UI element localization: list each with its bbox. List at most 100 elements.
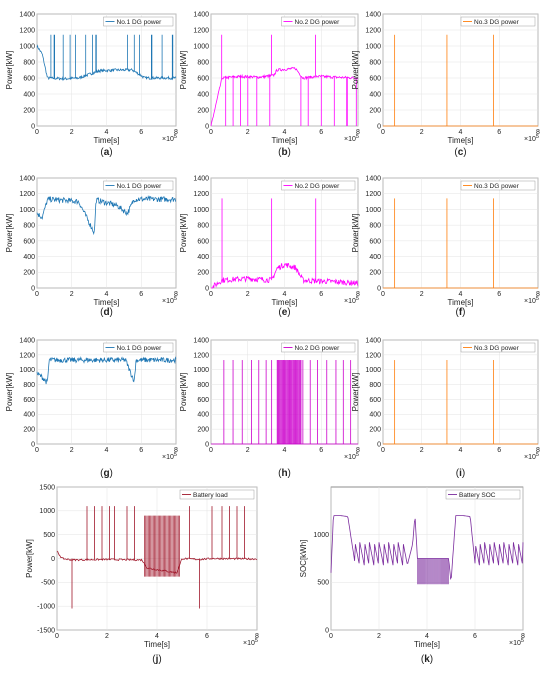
x-exponent: ×105: [509, 638, 524, 647]
y-tick-label: 1400: [193, 337, 209, 344]
x-exponent: ×105: [344, 296, 359, 305]
panel-c: 0 2 4 6 8 0 200 400 600 800 1000 1200 1400 ×105 Time[s…: [351, 11, 540, 158]
y-tick-label: 1200: [365, 191, 381, 198]
y-tick-label: 0: [205, 441, 209, 448]
panel-label: (d): [100, 307, 113, 318]
y-tick-label: 600: [197, 75, 209, 82]
x-tick-label: 6: [139, 129, 143, 136]
y-tick-label: 600: [23, 397, 35, 404]
legend-box: [281, 342, 356, 353]
panel-label-part: ): [463, 147, 466, 158]
panel-label-part: (: [455, 307, 459, 318]
y-axis-label: Power[kW]: [179, 373, 188, 412]
x-tick-label: 6: [473, 633, 477, 640]
panel-h: 0 2 4 6 8 0 200 400 600 800 1000 1200 1400 ×105 Power[…: [179, 337, 360, 479]
y-tick-label: 800: [369, 382, 381, 389]
y-tick-label: 800: [197, 223, 209, 230]
y-axis-label: Power[kW]: [179, 214, 188, 253]
x-tick-label: 0: [35, 291, 39, 298]
x-exponent-power: 5: [174, 452, 177, 458]
series-line: [211, 262, 359, 289]
x-tick-label: 4: [459, 291, 463, 298]
panel-b: 0 2 4 6 8 0 200 400 600 800 1000 1200 1400 ×105 Time[s…: [179, 11, 360, 158]
legend-box: [281, 16, 356, 27]
x-exponent: ×105: [524, 134, 539, 143]
panel-f: 0 2 4 6 8 0 200 400 600 800 1000 1200 1400 ×105 Time[s…: [351, 175, 540, 318]
y-tick-label: 800: [369, 223, 381, 230]
x-exponent-power: 5: [174, 134, 177, 140]
y-tick-label: 600: [369, 238, 381, 245]
legend-box: [103, 342, 174, 353]
legend-label: No.3 DG power: [474, 183, 520, 190]
x-exponent-power: 5: [174, 296, 177, 302]
panel-label-part: b: [281, 147, 287, 158]
panel-label-part: (: [100, 147, 104, 158]
x-tick-label: 0: [381, 291, 385, 298]
y-tick-label: 1200: [365, 352, 381, 359]
x-exponent-power: 5: [356, 452, 359, 458]
x-tick-label: 8: [255, 633, 259, 640]
x-tick-label: 0: [381, 129, 385, 136]
y-tick-label: 500: [317, 580, 329, 587]
legend-box: [179, 489, 255, 500]
y-tick-label: -500: [41, 580, 55, 587]
y-tick-label: 500: [43, 532, 55, 539]
x-tick-label: 2: [377, 633, 381, 640]
y-tick-label: 0: [377, 441, 381, 448]
panel-label-part: ): [109, 147, 112, 158]
y-tick-label: 0: [205, 285, 209, 292]
y-tick-label: 400: [23, 254, 35, 261]
y-tick-label: 0: [377, 123, 381, 130]
y-tick-label: 600: [369, 75, 381, 82]
x-tick-label: 6: [497, 129, 501, 136]
x-tick-label: 8: [536, 447, 540, 454]
x-exponent-power: 5: [521, 638, 524, 644]
y-tick-label: 1400: [365, 337, 381, 344]
x-exponent: ×105: [524, 452, 539, 461]
x-tick-label: 8: [356, 129, 360, 136]
legend-label: No.2 DG power: [295, 19, 341, 26]
y-tick-label: 400: [23, 412, 35, 419]
panel-label: (j): [152, 654, 161, 665]
x-tick-label: 2: [420, 129, 424, 136]
y-tick-label: 400: [197, 254, 209, 261]
y-tick-label: 800: [197, 59, 209, 66]
panel-label-part: ): [110, 307, 113, 318]
y-tick-label: 1000: [365, 43, 381, 50]
y-tick-label: 800: [23, 382, 35, 389]
x-tick-label: 4: [283, 291, 287, 298]
y-tick-label: 1200: [19, 191, 35, 198]
x-exponent: ×105: [162, 452, 177, 461]
y-tick-label: 200: [197, 107, 209, 114]
panel-label-part: c: [458, 147, 464, 158]
panel-label-part: f: [459, 307, 463, 318]
x-tick-label: 6: [139, 291, 143, 298]
panel-label-part: ): [462, 307, 465, 318]
y-tick-label: -1000: [37, 604, 55, 611]
panel-label-part: (: [421, 654, 425, 665]
y-tick-label: 1400: [193, 175, 209, 182]
y-tick-label: 1200: [19, 27, 35, 34]
legend-box: [281, 180, 356, 191]
panel-label-part: a: [104, 147, 110, 158]
x-tick-label: 0: [209, 129, 213, 136]
x-tick-label: 8: [536, 129, 540, 136]
legend-label: Battery load: [193, 492, 228, 499]
x-axis-label: Time[s]: [448, 136, 474, 145]
y-tick-label: 1200: [365, 27, 381, 34]
legend-box: [103, 16, 174, 27]
legend-label: No.3 DG power: [474, 345, 520, 352]
panel-label: (c): [454, 147, 466, 158]
y-axis-label: Power[kW]: [351, 51, 360, 90]
x-tick-label: 6: [205, 633, 209, 640]
panel-label: (i): [456, 468, 465, 479]
y-tick-label: 1400: [19, 337, 35, 344]
x-exponent-power: 5: [356, 134, 359, 140]
x-tick-label: 4: [283, 447, 287, 454]
x-exponent-power: 5: [536, 134, 539, 140]
panel-label-part: ): [288, 147, 291, 158]
y-tick-label: 400: [369, 91, 381, 98]
x-tick-label: 4: [283, 129, 287, 136]
y-tick-label: 1200: [193, 191, 209, 198]
panel-i: 0 2 4 6 8 0 200 400 600 800 1000 1200 1400 ×105 Power[…: [351, 337, 540, 479]
